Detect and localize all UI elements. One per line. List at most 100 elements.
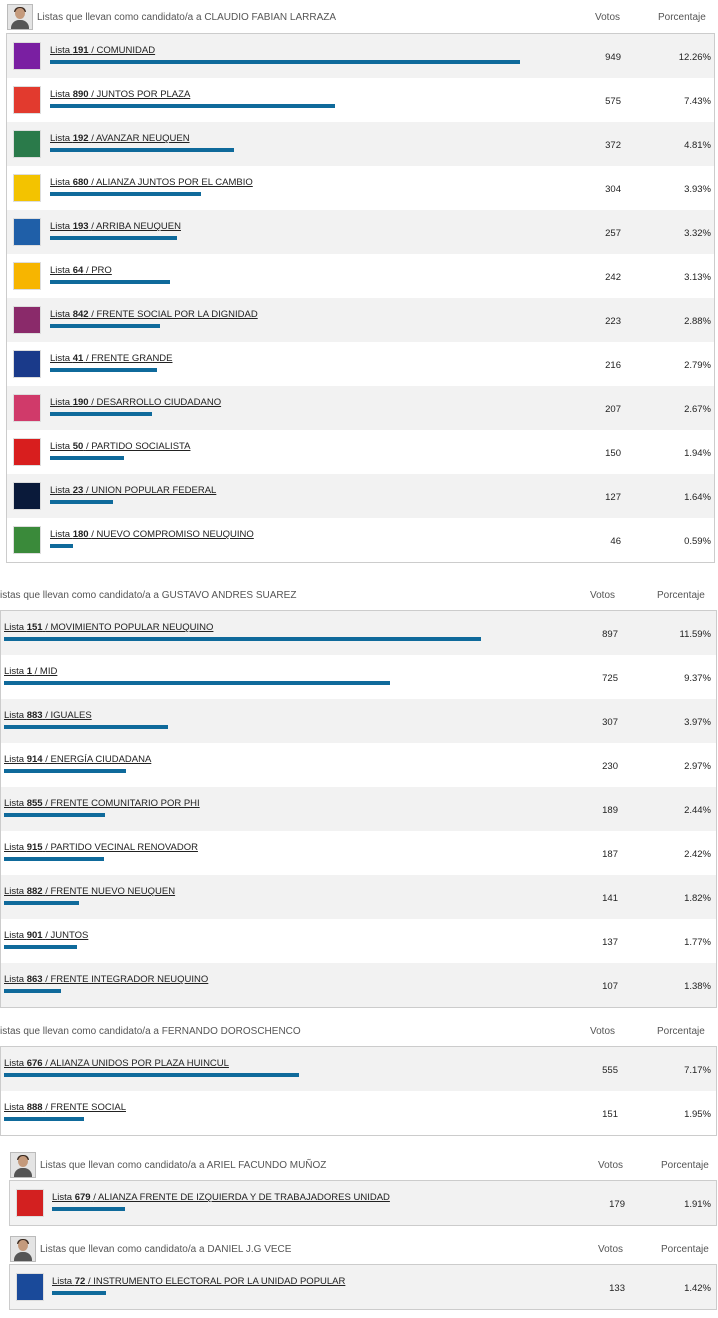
lista-word: Lista xyxy=(4,842,27,853)
lista-link[interactable]: Lista 64 / PRO xyxy=(50,265,112,276)
votes-value: 189 xyxy=(602,805,618,816)
votes-value: 179 xyxy=(609,1199,625,1210)
lista-number: 901 xyxy=(26,930,43,941)
lista-link[interactable]: Lista 882 / FRENTE NUEVO NEUQUEN xyxy=(4,886,175,897)
vote-share-bar xyxy=(50,324,161,328)
lista-number: 676 xyxy=(26,1058,43,1069)
lista-link[interactable]: Lista 679 / ALIANZA FRENTE DE IZQUIERDA … xyxy=(52,1192,390,1203)
lista-word: Lista xyxy=(50,89,73,100)
candidate-avatar xyxy=(7,4,33,30)
lista-word: Lista xyxy=(50,45,73,56)
lista-word: Lista xyxy=(4,930,27,941)
lista-link[interactable]: Lista 50 / PARTIDO SOCIALISTA xyxy=(50,441,190,452)
results-table: Lista 72 / INSTRUMENTO ELECTORAL POR LA … xyxy=(9,1264,717,1310)
lista-word: Lista xyxy=(4,754,27,765)
percentage-value: 2.79% xyxy=(684,360,711,371)
section-title: Listas que llevan como candidato/a a ARI… xyxy=(40,1160,327,1171)
porcentaje-column-header: Porcentaje xyxy=(658,12,706,23)
lista-link[interactable]: Lista 901 / JUNTOS xyxy=(4,930,88,941)
section-header: istas que llevan como candidato/a a GUST… xyxy=(0,578,718,608)
table-row: Lista 180 / NUEVO COMPROMISO NEUQUINO 46 0… xyxy=(7,518,714,562)
percentage-value: 1.82% xyxy=(684,893,711,904)
table-row: Lista 914 / ENERGÍA CIUDADANA 230 2.97% xyxy=(1,743,716,787)
lista-word: Lista xyxy=(4,798,27,809)
lista-number: 882 xyxy=(26,886,43,897)
percentage-value: 1.95% xyxy=(684,1109,711,1120)
lista-link[interactable]: Lista 191 / COMUNIDAD xyxy=(50,45,155,56)
table-row: Lista 915 / PARTIDO VECINAL RENOVADOR 187… xyxy=(1,831,716,875)
lista-number: 888 xyxy=(26,1102,43,1113)
votes-value: 304 xyxy=(605,184,621,195)
percentage-value: 7.17% xyxy=(684,1065,711,1076)
section-header: Listas que llevan como candidato/a a CLA… xyxy=(0,0,718,30)
lista-word: Lista xyxy=(50,529,73,540)
table-row: Lista 193 / ARRIBA NEUQUEN 257 3.32% xyxy=(7,210,714,254)
lista-link[interactable]: Lista 888 / FRENTE SOCIAL xyxy=(4,1102,126,1113)
table-row: Lista 890 / JUNTOS POR PLAZA 575 7.43% xyxy=(7,78,714,122)
percentage-value: 3.13% xyxy=(684,272,711,283)
lista-name: / JUNTOS xyxy=(45,930,89,941)
table-row: Lista 863 / FRENTE INTEGRADOR NEUQUINO 10… xyxy=(1,963,716,1007)
lista-word: Lista xyxy=(50,441,73,452)
lista-number: 64 xyxy=(72,265,84,276)
lista-word: Lista xyxy=(52,1192,75,1203)
lista-number: 41 xyxy=(72,353,84,364)
vote-share-bar xyxy=(4,1073,300,1077)
lista-link[interactable]: Lista 890 / JUNTOS POR PLAZA xyxy=(50,89,190,100)
percentage-value: 11.59% xyxy=(679,629,711,640)
vote-share-bar xyxy=(50,500,113,504)
lista-link[interactable]: Lista 842 / FRENTE SOCIAL POR LA DIGNIDA… xyxy=(50,309,258,320)
lista-link[interactable]: Lista 193 / ARRIBA NEUQUEN xyxy=(50,221,181,232)
lista-link[interactable]: Lista 151 / MOVIMIENTO POPULAR NEUQUINO xyxy=(4,622,213,633)
vote-share-bar xyxy=(50,280,170,284)
lista-name: / FRENTE GRANDE xyxy=(85,353,173,364)
lista-name: / ARRIBA NEUQUEN xyxy=(91,221,181,232)
lista-name: / FRENTE INTEGRADOR NEUQUINO xyxy=(45,974,209,985)
lista-word: Lista xyxy=(50,485,73,496)
lista-link[interactable]: Lista 180 / NUEVO COMPROMISO NEUQUINO xyxy=(50,529,254,540)
votes-value: 187 xyxy=(602,849,618,860)
table-row: Lista 190 / DESARROLLO CIUDADANO 207 2.67% xyxy=(7,386,714,430)
votes-value: 141 xyxy=(602,893,618,904)
percentage-value: 0.59% xyxy=(684,536,711,547)
vote-share-bar xyxy=(4,945,77,949)
lista-link[interactable]: Lista 915 / PARTIDO VECINAL RENOVADOR xyxy=(4,842,198,853)
votos-column-header: Votos xyxy=(595,12,621,23)
table-row: Lista 64 / PRO 242 3.13% xyxy=(7,254,714,298)
lista-link[interactable]: Lista 72 / INSTRUMENTO ELECTORAL POR LA … xyxy=(52,1276,345,1287)
lista-link[interactable]: Lista 1 / MID xyxy=(4,666,57,677)
lista-link[interactable]: Lista 192 / AVANZAR NEUQUEN xyxy=(50,133,190,144)
lista-word: Lista xyxy=(4,974,27,985)
lista-link[interactable]: Lista 23 / UNION POPULAR FEDERAL xyxy=(50,485,216,496)
lista-link[interactable]: Lista 680 / ALIANZA JUNTOS POR EL CAMBIO xyxy=(50,177,253,188)
frente-grande-logo xyxy=(13,350,41,378)
lista-link[interactable]: Lista 855 / FRENTE COMUNITARIO POR PHI xyxy=(4,798,200,809)
lista-number: 191 xyxy=(72,45,89,56)
lista-name: / IGUALES xyxy=(45,710,92,721)
percentage-value: 1.91% xyxy=(684,1199,711,1210)
vote-share-bar xyxy=(4,989,61,993)
lista-word: Lista xyxy=(50,397,73,408)
lista-link[interactable]: Lista 676 / ALIANZA UNIDOS POR PLAZA HUI… xyxy=(4,1058,229,1069)
table-row: Lista 901 / JUNTOS 137 1.77% xyxy=(1,919,716,963)
lista-link[interactable]: Lista 883 / IGUALES xyxy=(4,710,92,721)
porcentaje-column-header: Porcentaje xyxy=(661,1160,709,1171)
votes-value: 897 xyxy=(602,629,618,640)
up-logo xyxy=(16,1273,44,1301)
lista-link[interactable]: Lista 863 / FRENTE INTEGRADOR NEUQUINO xyxy=(4,974,208,985)
vote-share-bar xyxy=(4,857,104,861)
vote-share-bar xyxy=(50,60,520,64)
lista-link[interactable]: Lista 190 / DESARROLLO CIUDADANO xyxy=(50,397,221,408)
lista-word: Lista xyxy=(4,886,27,897)
lista-number: 23 xyxy=(72,485,84,496)
vote-share-bar xyxy=(4,813,105,817)
vote-share-bar xyxy=(4,637,482,641)
table-row: Lista 676 / ALIANZA UNIDOS POR PLAZA HUI… xyxy=(1,1047,716,1091)
table-row: Lista 679 / ALIANZA FRENTE DE IZQUIERDA … xyxy=(10,1181,716,1225)
lista-number: 193 xyxy=(72,221,89,232)
percentage-value: 1.94% xyxy=(684,448,711,459)
lista-word: Lista xyxy=(50,265,73,276)
lista-number: 863 xyxy=(26,974,43,985)
lista-link[interactable]: Lista 41 / FRENTE GRANDE xyxy=(50,353,173,364)
lista-link[interactable]: Lista 914 / ENERGÍA CIUDADANA xyxy=(4,754,151,765)
